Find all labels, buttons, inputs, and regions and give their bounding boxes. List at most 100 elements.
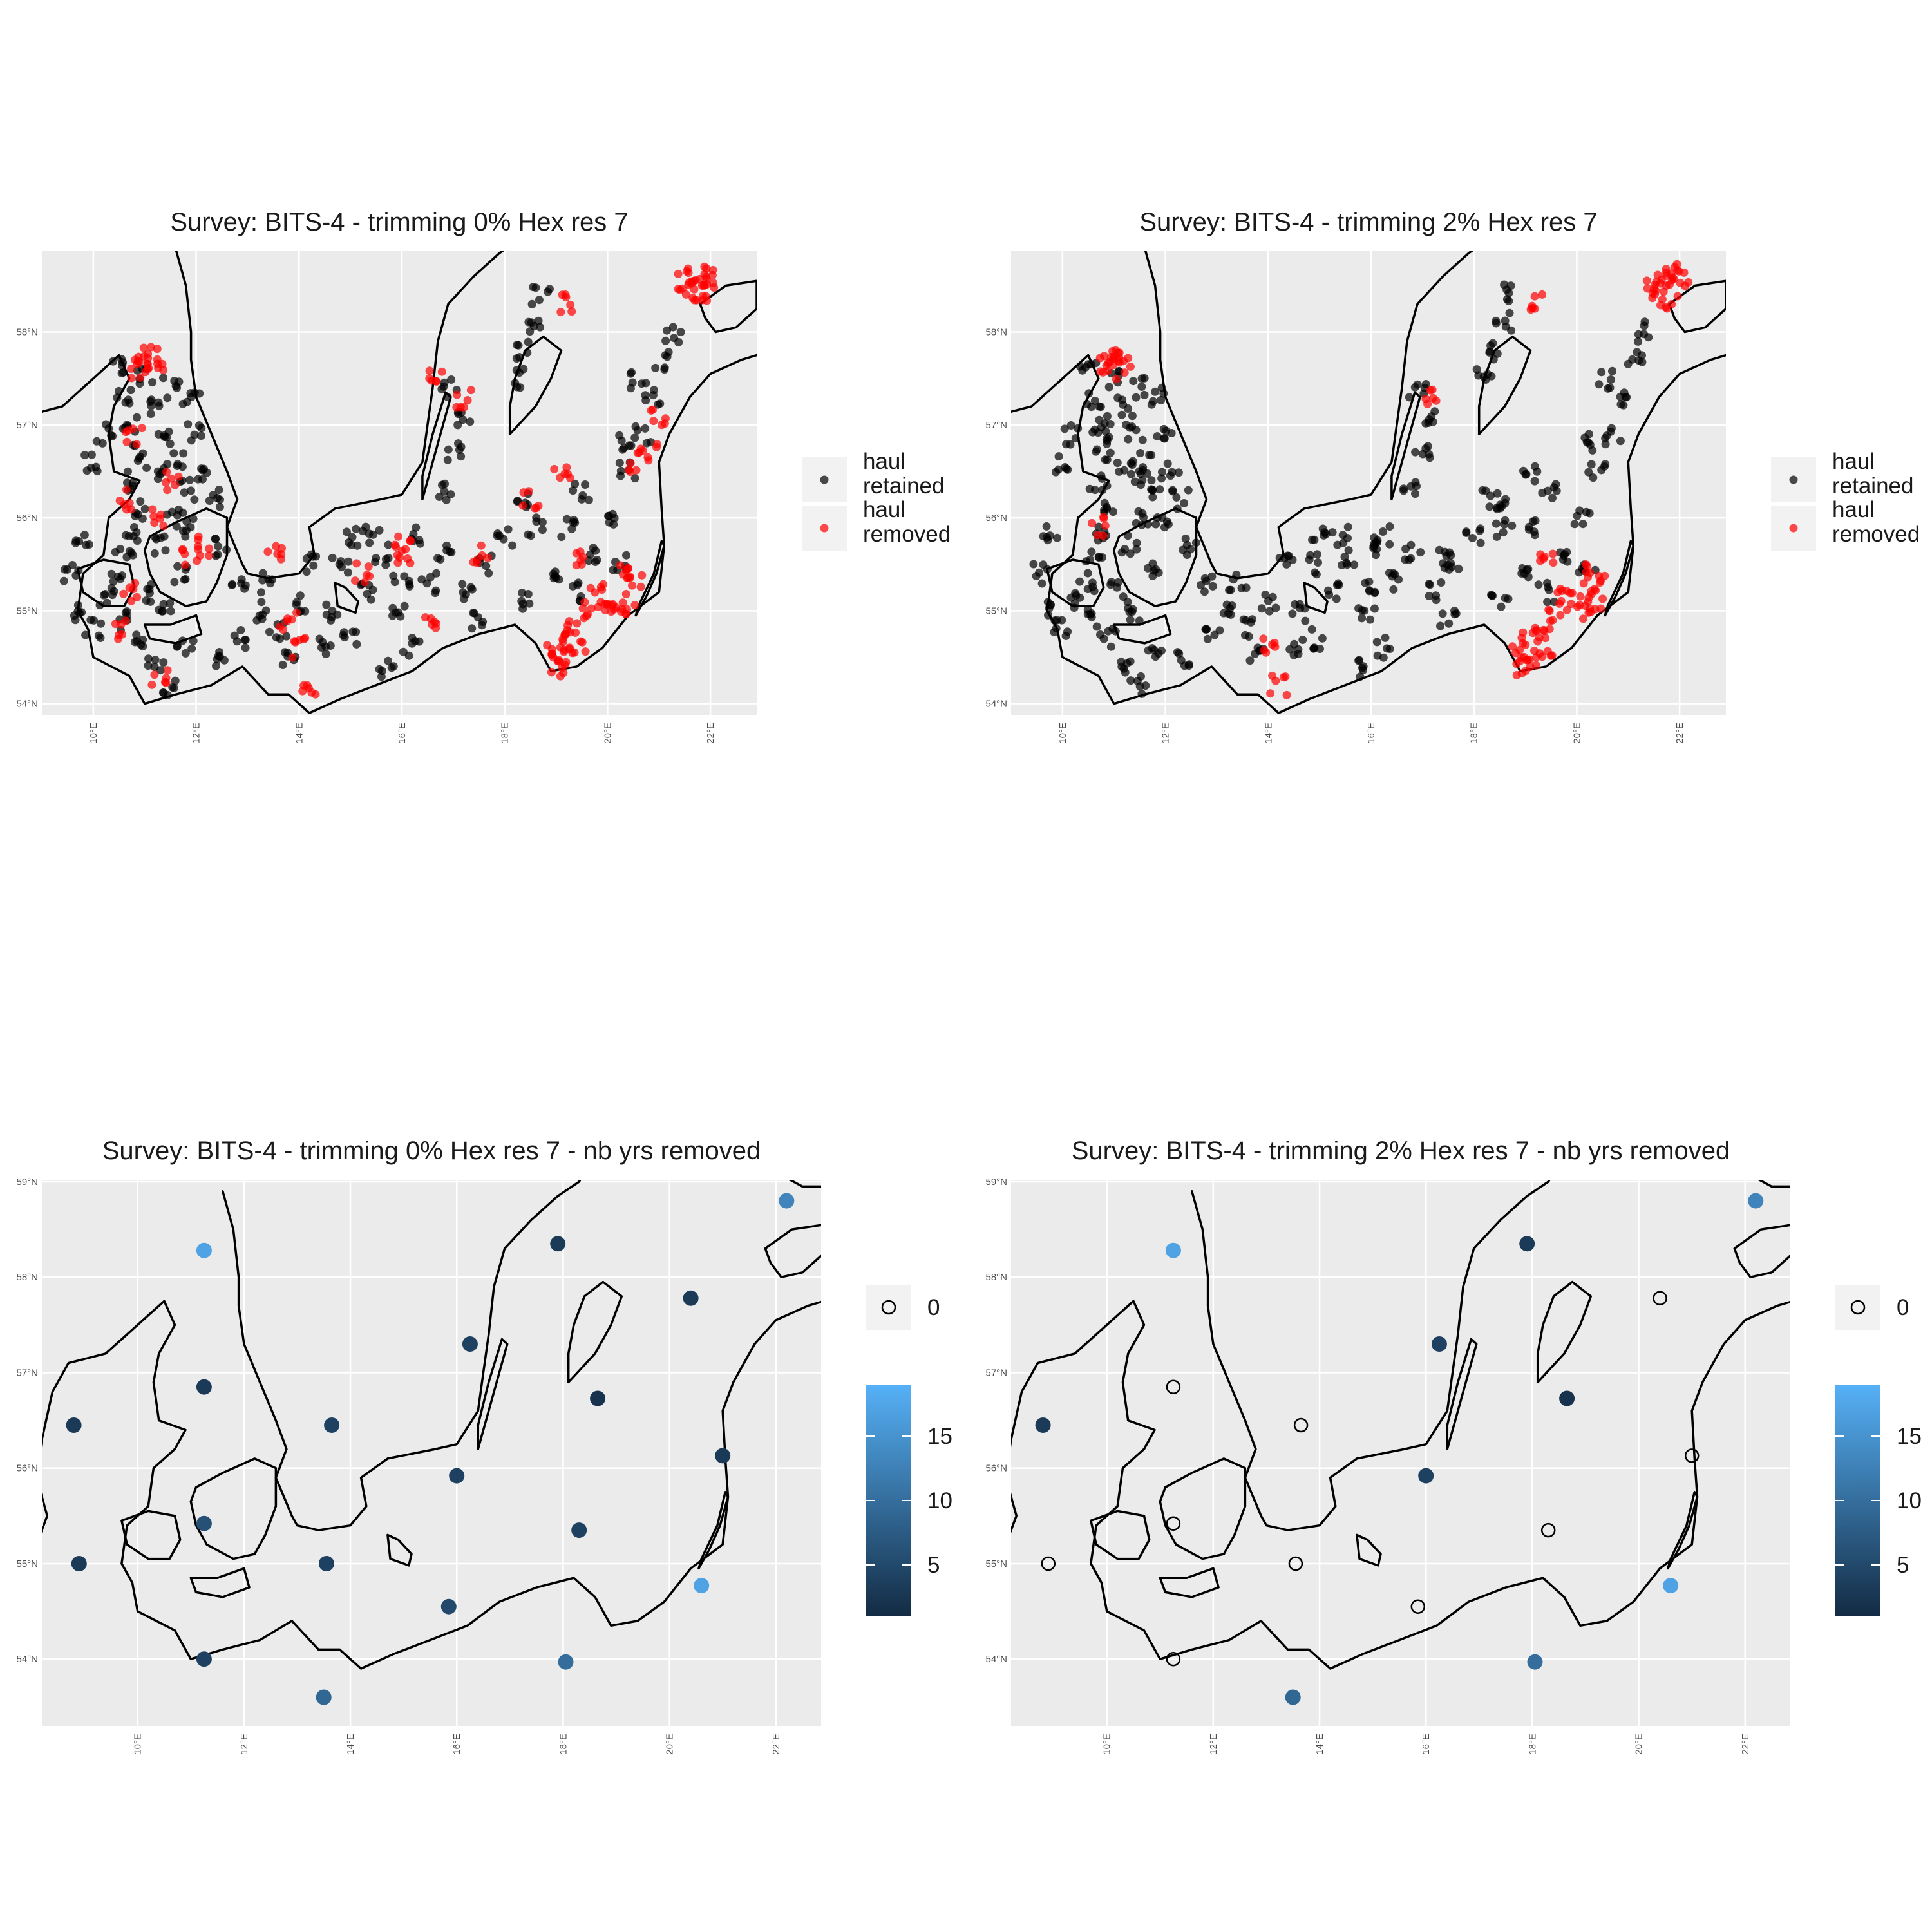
haul-retained-point	[375, 526, 384, 535]
haul-retained-point	[1215, 626, 1224, 635]
haul-retained-point	[1166, 471, 1175, 480]
haul-retained-point	[1126, 657, 1135, 666]
haul-removed-point	[573, 619, 582, 628]
haul-retained-point	[641, 396, 650, 404]
haul-retained-point	[102, 598, 111, 607]
haul-retained-point	[1087, 547, 1096, 556]
haul-removed-point	[469, 558, 478, 567]
haul-removed-point	[392, 542, 400, 551]
haul-retained-point	[1103, 412, 1112, 421]
haul-retained-point	[1057, 616, 1066, 625]
haul-retained-point	[484, 569, 493, 578]
haul-removed-point	[1112, 375, 1121, 384]
haul-retained-point	[482, 562, 491, 571]
haul-retained-point	[372, 554, 381, 563]
haul-retained-point	[1095, 402, 1104, 411]
haul-removed-point	[1120, 368, 1129, 377]
haul-retained-point	[1043, 536, 1052, 545]
haul-retained-point	[1544, 585, 1553, 594]
haul-retained-point	[454, 439, 462, 448]
x-tick-label: 14°E	[1314, 1734, 1325, 1755]
y-tick-label: 58°N	[985, 327, 1007, 338]
haul-retained-point	[426, 573, 435, 582]
haul-removed-point	[567, 307, 576, 316]
hex-point	[1285, 1689, 1301, 1705]
haul-removed-point	[1582, 567, 1591, 576]
haul-retained-point	[431, 586, 440, 595]
haul-removed-point	[163, 486, 172, 495]
haul-retained-point	[527, 299, 536, 308]
x-tick-label: 20°E	[1634, 1734, 1645, 1755]
haul-removed-point	[121, 616, 130, 625]
haul-removed-point	[159, 522, 168, 531]
haul-retained-point	[1582, 438, 1591, 447]
coastline	[1303, 582, 1329, 614]
haul-retained-point	[617, 436, 626, 445]
haul-retained-point	[1173, 504, 1182, 513]
haul-retained-point	[1229, 575, 1238, 584]
haul-removed-point	[1567, 589, 1577, 598]
haul-retained-point	[77, 608, 86, 617]
x-tick-label: 20°E	[665, 1734, 676, 1755]
haul-retained-point	[1573, 511, 1582, 520]
haul-retained-point	[129, 523, 138, 531]
haul-retained-point	[1124, 435, 1133, 444]
haul-removed-point	[1508, 642, 1517, 651]
haul-retained-point	[86, 616, 95, 625]
coastline	[143, 614, 203, 645]
haul-removed-point	[1681, 281, 1689, 290]
haul-retained-point	[453, 421, 462, 430]
haul-retained-point	[1425, 580, 1434, 589]
haul-removed-point	[681, 290, 690, 299]
haul-retained-point	[82, 466, 91, 475]
y-tick-label: 59°N	[985, 1177, 1007, 1188]
haul-retained-point	[1334, 581, 1343, 589]
hex-point	[571, 1522, 587, 1539]
haul-retained-point	[1208, 572, 1217, 581]
haul-retained-point	[1530, 477, 1539, 486]
haul-removed-point	[682, 267, 691, 276]
haul-retained-point	[140, 504, 149, 513]
haul-retained-point	[435, 493, 444, 501]
haul-retained-point	[605, 511, 614, 520]
haul-retained-point	[1560, 550, 1569, 559]
haul-retained-point	[1136, 469, 1145, 478]
haul-retained-point	[1182, 551, 1191, 559]
haul-removed-point	[1590, 585, 1599, 594]
coastline	[1090, 1510, 1151, 1560]
x-tick-label: 20°E	[1571, 723, 1582, 744]
haul-retained-point	[214, 542, 223, 551]
haul-retained-point	[118, 358, 128, 367]
haul-retained-point	[71, 536, 80, 545]
panel-title: Survey: BITS-4 - trimming 2% Hex res 7 -…	[1072, 1137, 1730, 1165]
haul-removed-point	[452, 402, 461, 412]
coastline	[1011, 354, 1726, 714]
haul-retained-point	[129, 551, 138, 560]
haul-retained-point	[1054, 452, 1063, 461]
haul-retained-point	[444, 445, 453, 454]
haul-retained-point	[404, 576, 413, 585]
haul-retained-point	[144, 654, 153, 663]
haul-retained-point	[1616, 437, 1625, 446]
haul-retained-point	[375, 665, 384, 674]
haul-removed-point	[1548, 651, 1557, 660]
hex-point	[1418, 1468, 1434, 1484]
haul-removed-point	[204, 551, 213, 560]
haul-retained-point	[1106, 448, 1115, 457]
haul-retained-point	[1621, 393, 1630, 402]
haul-retained-point	[1436, 621, 1444, 630]
y-tick-label: 57°N	[985, 1367, 1007, 1378]
haul-retained-point	[209, 491, 218, 499]
haul-retained-point	[1320, 528, 1329, 537]
haul-retained-point	[1092, 622, 1101, 631]
x-tick-label: 18°E	[1527, 1734, 1538, 1755]
haul-retained-point	[173, 562, 182, 571]
haul-removed-point	[403, 554, 412, 563]
haul-removed-point	[132, 440, 141, 449]
hex-point	[196, 1379, 212, 1395]
haul-retained-point	[1052, 624, 1061, 633]
haul-retained-point	[181, 532, 190, 541]
haul-retained-point	[161, 546, 170, 555]
legend: 0 5 10 15	[866, 1285, 952, 1616]
haul-removed-point	[609, 600, 618, 609]
